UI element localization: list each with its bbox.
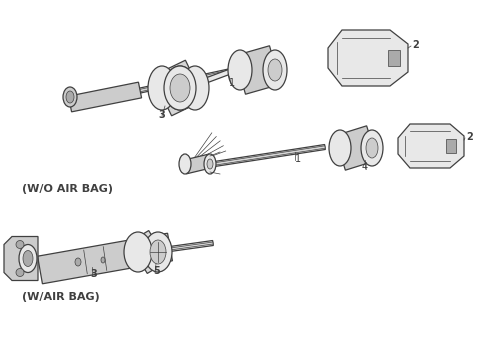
FancyBboxPatch shape xyxy=(388,50,400,66)
Ellipse shape xyxy=(23,251,33,266)
Polygon shape xyxy=(328,30,408,86)
Ellipse shape xyxy=(179,154,191,174)
Text: 1: 1 xyxy=(295,154,301,164)
Ellipse shape xyxy=(150,240,166,264)
Ellipse shape xyxy=(170,74,190,102)
Polygon shape xyxy=(129,230,167,274)
Text: (W/AIR BAG): (W/AIR BAG) xyxy=(22,292,100,302)
Ellipse shape xyxy=(19,244,37,273)
Polygon shape xyxy=(335,126,377,170)
Ellipse shape xyxy=(16,240,24,248)
Ellipse shape xyxy=(101,257,105,263)
Polygon shape xyxy=(110,67,245,98)
Polygon shape xyxy=(170,240,213,252)
Polygon shape xyxy=(235,46,280,94)
Ellipse shape xyxy=(268,59,282,81)
Polygon shape xyxy=(38,233,172,284)
Ellipse shape xyxy=(207,159,213,169)
Polygon shape xyxy=(69,82,142,112)
Ellipse shape xyxy=(164,66,196,110)
Ellipse shape xyxy=(170,74,190,102)
FancyBboxPatch shape xyxy=(446,139,456,153)
Text: 1: 1 xyxy=(229,78,235,88)
Ellipse shape xyxy=(148,66,176,110)
Ellipse shape xyxy=(75,258,81,266)
Text: 2: 2 xyxy=(412,40,419,50)
Ellipse shape xyxy=(175,81,185,95)
Ellipse shape xyxy=(16,269,24,276)
Ellipse shape xyxy=(124,232,152,272)
Polygon shape xyxy=(193,64,246,87)
Polygon shape xyxy=(109,66,245,99)
Polygon shape xyxy=(4,237,38,280)
Polygon shape xyxy=(398,124,464,168)
Polygon shape xyxy=(152,60,205,116)
Ellipse shape xyxy=(63,87,77,107)
Polygon shape xyxy=(170,242,213,250)
Text: 5: 5 xyxy=(153,266,160,276)
Ellipse shape xyxy=(263,50,287,90)
Ellipse shape xyxy=(181,66,209,110)
Polygon shape xyxy=(183,154,212,174)
Ellipse shape xyxy=(204,154,216,174)
Ellipse shape xyxy=(366,138,378,158)
Text: 3: 3 xyxy=(90,269,97,279)
Text: 4: 4 xyxy=(362,162,368,172)
Ellipse shape xyxy=(66,91,74,103)
Text: 3: 3 xyxy=(158,110,165,120)
Polygon shape xyxy=(195,144,325,170)
Text: (W/O AIR BAG): (W/O AIR BAG) xyxy=(22,184,113,194)
Ellipse shape xyxy=(228,50,252,90)
Text: 2: 2 xyxy=(466,132,473,142)
Ellipse shape xyxy=(164,66,196,110)
Ellipse shape xyxy=(329,130,351,166)
Ellipse shape xyxy=(361,130,383,166)
Ellipse shape xyxy=(144,232,172,272)
Polygon shape xyxy=(195,146,325,168)
